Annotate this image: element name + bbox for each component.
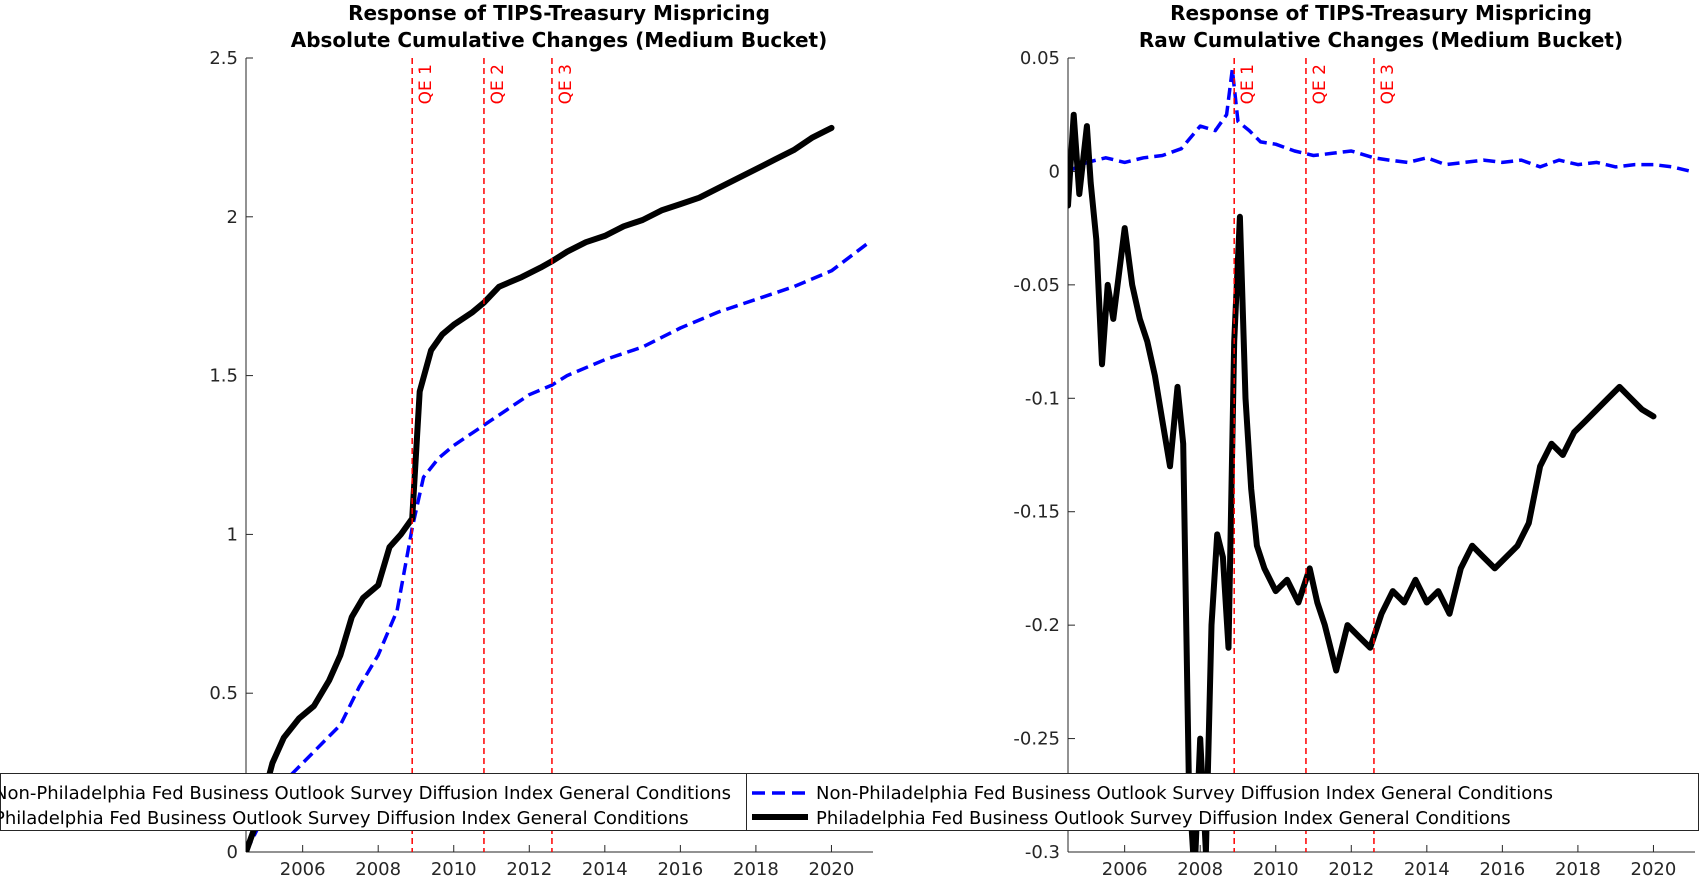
x-tick-label: 2012 xyxy=(506,859,552,880)
y-tick-label: -0.15 xyxy=(1013,502,1060,523)
legend-left-entry-0: Non-Philadelphia Fed Business Outlook Su… xyxy=(0,783,731,804)
x-tick-label: 2008 xyxy=(355,859,401,880)
y-tick-label: 0.05 xyxy=(1020,48,1060,69)
y-tick-label: 2 xyxy=(227,207,238,228)
x-tick-label: 2010 xyxy=(1253,859,1299,880)
qe-label: QE 1 xyxy=(1238,64,1258,104)
chart-title: Response of TIPS-Treasury Mispricing xyxy=(348,1,770,25)
x-tick-label: 2018 xyxy=(733,859,779,880)
legend-right: Non-Philadelphia Fed Business Outlook Su… xyxy=(746,773,1699,831)
legend-left-entry-1: Philadelphia Fed Business Outlook Survey… xyxy=(0,808,689,829)
x-tick-label: 2020 xyxy=(809,859,855,880)
y-tick-label: -0.1 xyxy=(1025,388,1060,409)
legend-right-entry-0: Non-Philadelphia Fed Business Outlook Su… xyxy=(816,783,1553,804)
legend-left-partial: Non-Philadelphia Fed Business Outlook Su… xyxy=(0,773,746,831)
series-group xyxy=(1068,67,1692,852)
series-group xyxy=(246,124,871,852)
series-line-philadelphia xyxy=(246,124,835,852)
y-tick-label: 2.5 xyxy=(209,48,238,69)
qe-label: QE 1 xyxy=(416,64,436,104)
x-tick-label: 2008 xyxy=(1177,859,1223,880)
chart-title: Response of TIPS-Treasury Mispricing xyxy=(1170,1,1592,25)
y-tick-label: -0.2 xyxy=(1025,615,1060,636)
chart-subtitle: Absolute Cumulative Changes (Medium Buck… xyxy=(291,28,828,52)
legend-right-entry-1: Philadelphia Fed Business Outlook Survey… xyxy=(816,808,1511,829)
x-tick-label: 2018 xyxy=(1555,859,1601,880)
x-tick-label: 2014 xyxy=(582,859,628,880)
chart-panel-absolute: Response of TIPS-Treasury Mispricing Abso… xyxy=(209,1,873,880)
y-tick-label: 1.5 xyxy=(209,366,238,387)
y-tick-label: 1 xyxy=(227,524,238,545)
x-tick-label: 2016 xyxy=(1479,859,1525,880)
series-line-philadelphia xyxy=(1068,111,1657,852)
series-line-non-philadelphia xyxy=(1068,67,1692,174)
chart-subtitle: Raw Cumulative Changes (Medium Bucket) xyxy=(1139,28,1623,52)
x-tick-label: 2016 xyxy=(657,859,703,880)
y-tick-label: 0.5 xyxy=(209,683,238,704)
x-tick-label: 2014 xyxy=(1404,859,1450,880)
x-tick-label: 2010 xyxy=(431,859,477,880)
y-tick-label: -0.05 xyxy=(1013,275,1060,296)
series-line-non-philadelphia xyxy=(246,240,871,852)
x-tick-label: 2020 xyxy=(1631,859,1677,880)
qe-label: QE 2 xyxy=(1310,64,1330,104)
qe-label: QE 3 xyxy=(1378,64,1398,104)
qe-label: QE 3 xyxy=(556,64,576,104)
y-tick-label: 0 xyxy=(227,842,238,863)
qe-label: QE 2 xyxy=(488,64,508,104)
y-tick-label: -0.3 xyxy=(1025,842,1060,863)
x-tick-label: 2006 xyxy=(280,859,326,880)
y-tick-label: 0 xyxy=(1049,161,1060,182)
x-tick-label: 2006 xyxy=(1102,859,1148,880)
y-tick-label: -0.25 xyxy=(1013,729,1060,750)
x-tick-label: 2012 xyxy=(1328,859,1374,880)
legend-right-box xyxy=(746,773,1699,831)
legend-left-box xyxy=(0,773,746,831)
chart-panel-raw: Response of TIPS-Treasury Mispricing Raw … xyxy=(1013,1,1695,880)
